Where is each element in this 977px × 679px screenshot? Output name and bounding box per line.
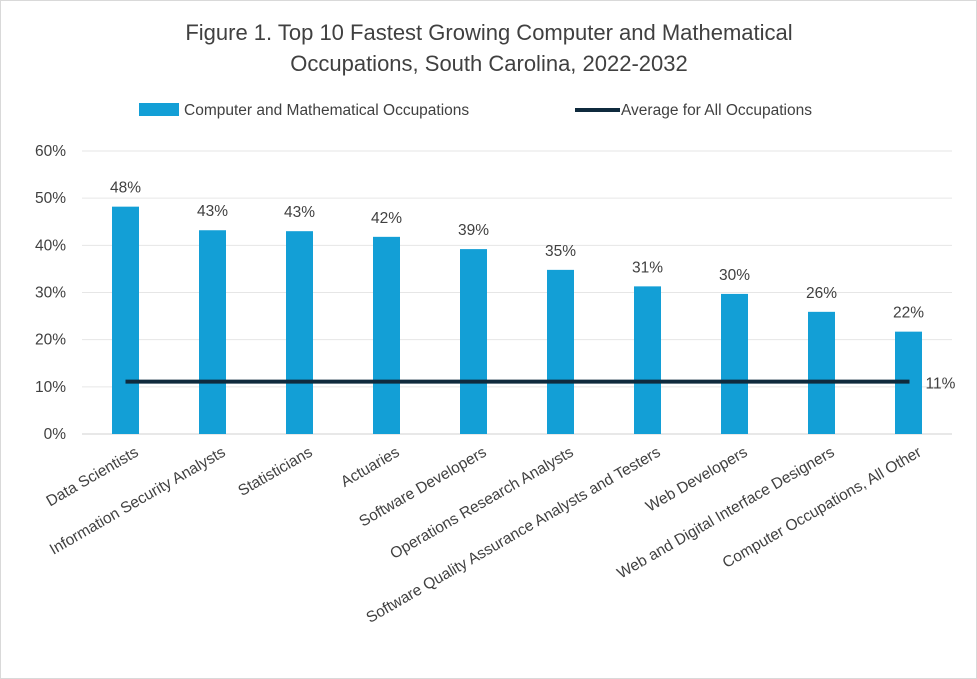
- bar: [373, 236, 400, 434]
- average-line-label: 11%: [926, 376, 956, 393]
- chart-title: Figure 1. Top 10 Fastest Growing Compute…: [185, 20, 792, 76]
- y-tick-label: 60%: [35, 143, 66, 160]
- average-line: 11%: [125, 376, 956, 393]
- legend: Computer and Mathematical Occupations Av…: [139, 102, 812, 119]
- y-tick-label: 50%: [35, 190, 66, 207]
- y-tick-label: 40%: [35, 237, 66, 254]
- bar: [112, 206, 139, 434]
- y-tick-label: 20%: [35, 332, 66, 349]
- bar-data-label: 48%: [110, 180, 141, 197]
- bar-data-label: 31%: [632, 259, 663, 276]
- bar-data-label: 26%: [806, 285, 837, 302]
- bar-data-label: 35%: [545, 243, 576, 260]
- bar-data-label: 22%: [893, 305, 924, 322]
- bar: [460, 249, 487, 434]
- bar-data-label: 43%: [284, 204, 315, 221]
- bar-data-label: 30%: [719, 267, 750, 284]
- bar: [199, 230, 226, 434]
- chart-title-line-2: Occupations, South Carolina, 2022-2032: [290, 51, 687, 76]
- bar-data-label: 42%: [371, 210, 402, 227]
- data-labels: 48% 43% 43% 42% 39% 35% 31% 30% 26% 22%: [110, 180, 924, 322]
- legend-swatch-bars: [139, 103, 179, 116]
- y-axis-tick-labels: 0% 10% 20% 30% 40% 50% 60%: [35, 143, 66, 443]
- x-category-label: Information Security Analysts: [47, 444, 229, 559]
- y-tick-label: 0%: [44, 426, 67, 443]
- y-tick-label: 30%: [35, 285, 66, 302]
- y-tick-label: 10%: [35, 379, 66, 396]
- legend-label-line: Average for All Occupations: [621, 102, 812, 119]
- bar: [634, 286, 661, 434]
- bar: [721, 293, 748, 434]
- bar-data-label: 39%: [458, 222, 489, 239]
- x-category-label: Actuaries: [338, 444, 403, 491]
- chart-title-line-1: Figure 1. Top 10 Fastest Growing Compute…: [185, 20, 792, 45]
- bar: [286, 231, 313, 434]
- bar-data-label: 43%: [197, 203, 228, 220]
- bar: [547, 269, 574, 434]
- gridlines: [82, 150, 952, 435]
- legend-label-bars: Computer and Mathematical Occupations: [184, 102, 469, 119]
- bars: [112, 206, 922, 434]
- x-category-label: Statisticians: [235, 444, 315, 500]
- bar: [808, 311, 835, 434]
